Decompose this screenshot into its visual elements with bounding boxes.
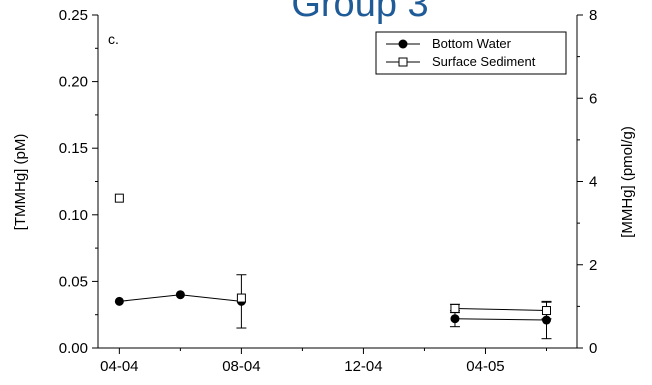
- right-tick-label: 6: [589, 90, 597, 107]
- right-tick-label: 2: [589, 257, 597, 274]
- legend-label-surface-sediment: Surface Sediment: [432, 54, 536, 69]
- left-axis-title: [TMMHg] (pM): [12, 134, 29, 231]
- bottom-water-point: [450, 314, 460, 324]
- legend: Bottom Water Surface Sediment: [375, 31, 567, 75]
- left-tick-label: 0.05: [59, 273, 88, 290]
- legend-marker-bottom-water: [398, 39, 408, 49]
- legend-label-bottom-water: Bottom Water: [432, 36, 512, 51]
- surface-sediment-point: [236, 293, 246, 303]
- bottom-water-point: [175, 290, 185, 300]
- left-tick-label: 0.10: [59, 207, 88, 224]
- x-tick-label: 12-04: [344, 358, 382, 375]
- bottom-water-point: [114, 296, 124, 306]
- left-tick-label: 0.00: [59, 340, 88, 357]
- bottom-water-line: [454, 318, 547, 321]
- bottom-water-point: [541, 315, 551, 325]
- legend-box: [375, 31, 567, 75]
- left-tick-label: 0.20: [59, 74, 88, 91]
- x-tick-label: 04-04: [100, 358, 138, 375]
- header-title: Group 3: [291, 0, 428, 25]
- x-tick-label: 08-04: [222, 358, 260, 375]
- right-tick-label: 8: [589, 7, 597, 24]
- axes: 0.00 0.05 0.10 0.15 0.20 0.25 0 2 4 6 8 04-04 08-04 1…: [59, 7, 598, 375]
- surface-sediment-point: [114, 193, 124, 203]
- series-layer: [114, 193, 552, 340]
- surface-sediment-point: [450, 303, 460, 313]
- surface-sediment-line: [454, 307, 547, 312]
- right-tick-label: 4: [589, 174, 597, 191]
- left-tick-label: 0.25: [59, 7, 88, 24]
- left-tick-label: 0.15: [59, 140, 88, 157]
- legend-marker-surface-sediment: [398, 57, 408, 67]
- right-tick-label: 0: [589, 340, 597, 357]
- surface-sediment-point: [541, 306, 551, 316]
- panel-label: c.: [108, 31, 119, 47]
- right-axis-title: [MMHg] (pmol/g): [619, 126, 636, 238]
- x-tick-label: 04-05: [466, 358, 504, 375]
